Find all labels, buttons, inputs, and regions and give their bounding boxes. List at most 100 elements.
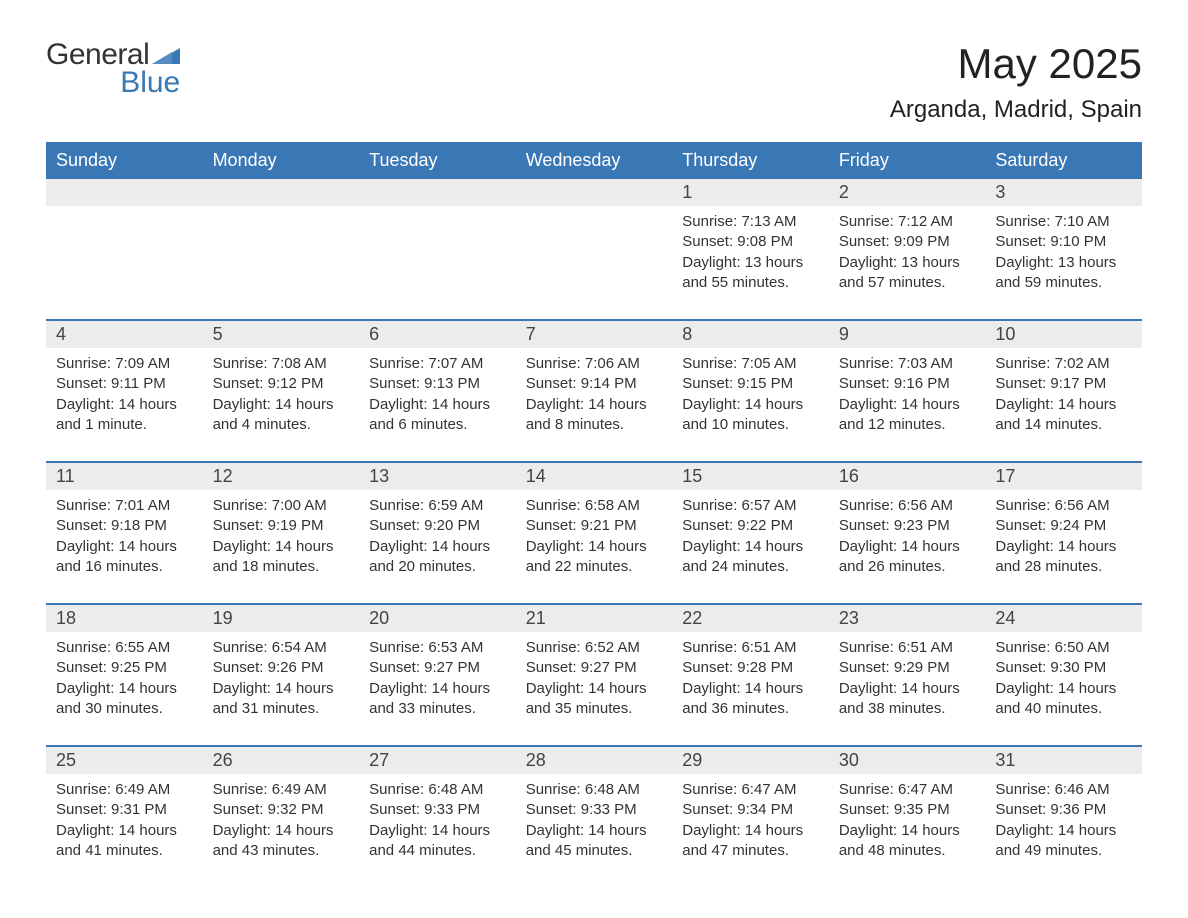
sunset-value: 9:28 PM — [737, 659, 793, 676]
day-info-cell — [516, 206, 673, 320]
sunrise-label: Sunrise: — [839, 213, 894, 230]
daylight-line: Daylight: 14 hours and 48 minutes. — [839, 821, 976, 862]
sunset-line: Sunset: 9:29 PM — [839, 658, 976, 678]
sunset-label: Sunset: — [682, 233, 733, 250]
sunrise-line: Sunrise: 7:01 AM — [56, 496, 193, 516]
day-info-cell: Sunrise: 6:59 AMSunset: 9:20 PMDaylight:… — [359, 490, 516, 604]
day-number-cell — [203, 179, 360, 206]
sunset-value: 9:25 PM — [111, 659, 167, 676]
sunrise-line: Sunrise: 7:06 AM — [526, 354, 663, 374]
daylight-line: Daylight: 14 hours and 6 minutes. — [369, 395, 506, 436]
sunrise-label: Sunrise: — [839, 639, 894, 656]
sunset-label: Sunset: — [369, 801, 420, 818]
sunset-line: Sunset: 9:15 PM — [682, 374, 819, 394]
day-info-cell: Sunrise: 6:54 AMSunset: 9:26 PMDaylight:… — [203, 632, 360, 746]
sunrise-value: 6:52 AM — [585, 639, 640, 656]
daylight-line: Daylight: 14 hours and 47 minutes. — [682, 821, 819, 862]
sunrise-line: Sunrise: 6:55 AM — [56, 638, 193, 658]
sunset-label: Sunset: — [56, 659, 107, 676]
sunrise-label: Sunrise: — [56, 639, 111, 656]
sunrise-line: Sunrise: 7:09 AM — [56, 354, 193, 374]
daylight-line: Daylight: 13 hours and 57 minutes. — [839, 253, 976, 294]
sunset-line: Sunset: 9:16 PM — [839, 374, 976, 394]
daylight-line: Daylight: 14 hours and 20 minutes. — [369, 537, 506, 578]
sunset-label: Sunset: — [839, 375, 890, 392]
sunset-label: Sunset: — [839, 233, 890, 250]
sunset-line: Sunset: 9:33 PM — [526, 800, 663, 820]
sunrise-value: 7:00 AM — [272, 497, 327, 514]
sunrise-label: Sunrise: — [839, 781, 894, 798]
daynum-row: 123 — [46, 179, 1142, 206]
sunset-line: Sunset: 9:11 PM — [56, 374, 193, 394]
day-info-cell: Sunrise: 6:58 AMSunset: 9:21 PMDaylight:… — [516, 490, 673, 604]
day-number-cell: 12 — [203, 462, 360, 490]
sunrise-line: Sunrise: 7:03 AM — [839, 354, 976, 374]
daylight-line: Daylight: 14 hours and 33 minutes. — [369, 679, 506, 720]
daylight-line: Daylight: 14 hours and 40 minutes. — [995, 679, 1132, 720]
sunset-line: Sunset: 9:31 PM — [56, 800, 193, 820]
page-header: General Blue May 2025 Arganda, Madrid, S… — [46, 40, 1142, 124]
daylight-label: Daylight: — [369, 680, 427, 697]
daylight-line: Daylight: 14 hours and 38 minutes. — [839, 679, 976, 720]
day-info-cell — [46, 206, 203, 320]
sunrise-label: Sunrise: — [369, 639, 424, 656]
sunset-value: 9:15 PM — [737, 375, 793, 392]
sunset-label: Sunset: — [369, 517, 420, 534]
daylight-label: Daylight: — [995, 822, 1053, 839]
sunrise-line: Sunrise: 7:05 AM — [682, 354, 819, 374]
info-row: Sunrise: 7:13 AMSunset: 9:08 PMDaylight:… — [46, 206, 1142, 320]
sunset-value: 9:08 PM — [737, 233, 793, 250]
daylight-line: Daylight: 14 hours and 36 minutes. — [682, 679, 819, 720]
sunset-value: 9:13 PM — [424, 375, 480, 392]
day-number-cell: 29 — [672, 746, 829, 774]
daylight-line: Daylight: 14 hours and 31 minutes. — [213, 679, 350, 720]
day-info-cell: Sunrise: 6:46 AMSunset: 9:36 PMDaylight:… — [985, 774, 1142, 887]
info-row: Sunrise: 6:49 AM Sunset: 9:31 PM Daylight:… — [46, 774, 1142, 887]
sunset-value: 9:32 PM — [268, 801, 324, 818]
day-info-cell — [359, 206, 516, 320]
day-number-cell: 26 — [203, 746, 360, 774]
weekday-header: Friday — [829, 142, 986, 179]
sunrise-line: Sunrise: 6:58 AM — [526, 496, 663, 516]
title-block: May 2025 Arganda, Madrid, Spain — [890, 40, 1142, 124]
day-info-cell: Sunrise: 6:52 AMSunset: 9:27 PMDaylight:… — [516, 632, 673, 746]
daylight-label: Daylight: — [369, 538, 427, 555]
sunrise-value: 6:49 AM — [272, 781, 327, 798]
sunrise-value: 6:49 AM — [115, 781, 170, 798]
sunrise-line: Sunrise: 6:51 AM — [839, 638, 976, 658]
sunrise-label: Sunrise: — [56, 781, 111, 798]
daylight-label: Daylight: — [839, 680, 897, 697]
sunset-label: Sunset: — [369, 375, 420, 392]
calendar-page: General Blue May 2025 Arganda, Madrid, S… — [0, 0, 1188, 917]
sunset-line: Sunset: 9:35 PM — [839, 800, 976, 820]
calendar-table: SundayMondayTuesdayWednesdayThursdayFrid… — [46, 142, 1142, 887]
generalblue-logo: General Blue — [46, 40, 180, 98]
day-info-cell: Sunrise: 6:49 AMSunset: 9:32 PMDaylight:… — [203, 774, 360, 887]
day-number-cell: 13 — [359, 462, 516, 490]
daylight-label: Daylight: — [56, 822, 114, 839]
day-number-cell: 2 — [829, 179, 986, 206]
sunset-value: 9:31 PM — [111, 801, 167, 818]
daylight-label: Daylight: — [526, 680, 584, 697]
day-number-cell: 15 — [672, 462, 829, 490]
day-number-cell: 6 — [359, 320, 516, 348]
sunset-value: 9:33 PM — [424, 801, 480, 818]
sunrise-line: Sunrise: 6:56 AM — [839, 496, 976, 516]
sunrise-value: 6:59 AM — [428, 497, 483, 514]
daylight-line: Daylight: 14 hours and 12 minutes. — [839, 395, 976, 436]
sunset-value: 9:29 PM — [894, 659, 950, 676]
sunrise-line: Sunrise: 6:49 AM — [213, 780, 350, 800]
sunset-value: 9:16 PM — [894, 375, 950, 392]
sunrise-value: 6:51 AM — [898, 639, 953, 656]
daylight-line: Daylight: 14 hours and 8 minutes. — [526, 395, 663, 436]
month-title: May 2025 — [890, 40, 1142, 88]
sunrise-label: Sunrise: — [369, 497, 424, 514]
sunrise-label: Sunrise: — [56, 497, 111, 514]
day-info-cell: Sunrise: 7:12 AMSunset: 9:09 PMDaylight:… — [829, 206, 986, 320]
sunrise-label: Sunrise: — [213, 781, 268, 798]
day-info-cell: Sunrise: 7:10 AMSunset: 9:10 PMDaylight:… — [985, 206, 1142, 320]
day-number-cell: 22 — [672, 604, 829, 632]
daylight-label: Daylight: — [839, 396, 897, 413]
info-row: Sunrise: 7:09 AMSunset: 9:11 PM Daylight:… — [46, 348, 1142, 462]
sunrise-line: Sunrise: 7:10 AM — [995, 212, 1132, 232]
